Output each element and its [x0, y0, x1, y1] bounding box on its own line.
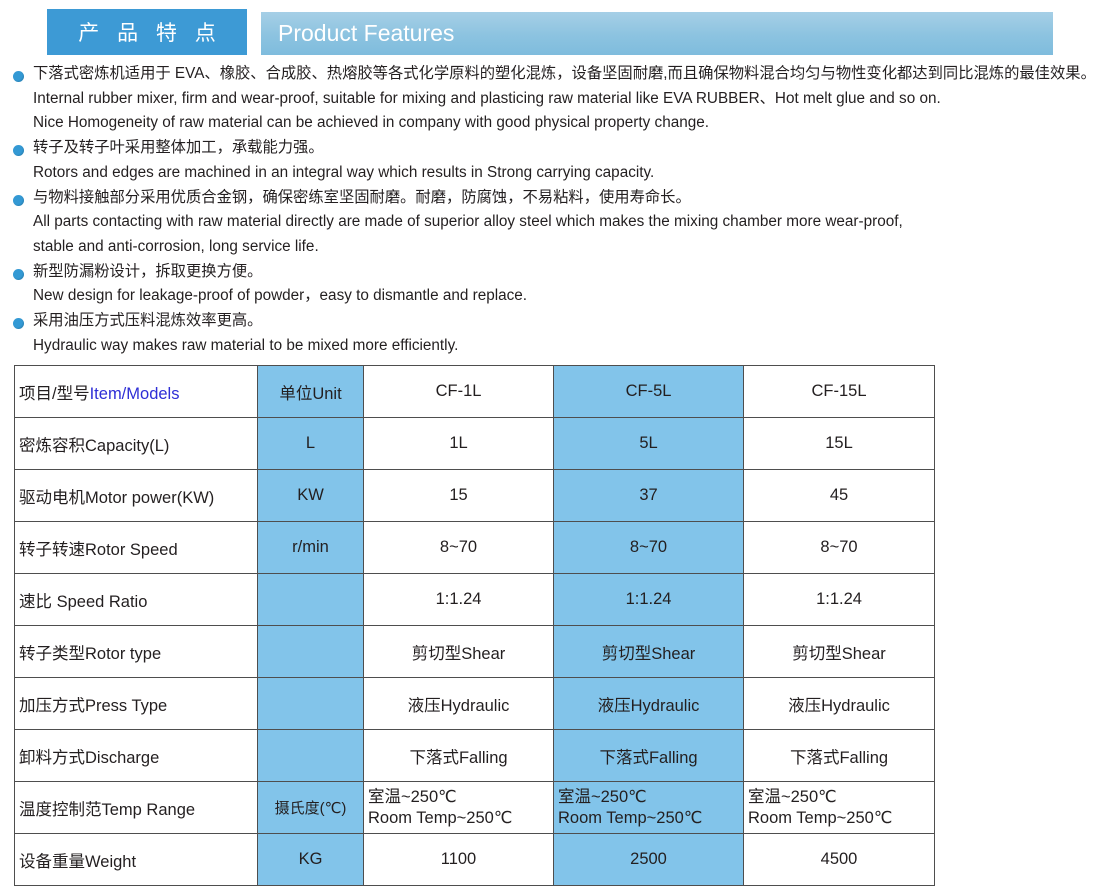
- row-value-2: 8~70: [553, 521, 744, 575]
- feature-line: stable and anti-corrosion, long service …: [33, 237, 319, 255]
- row-value-1-line1: 室温~250℃: [368, 787, 457, 806]
- header-item-cn: 项目/型号: [19, 384, 90, 403]
- row-value-3: 剪切型Shear: [743, 625, 935, 679]
- row-label: 卸料方式Discharge: [14, 729, 258, 783]
- specification-table-wrapper: 项目/型号Item/Models 单位Unit CF-1L CF-5L CF-1…: [0, 365, 1119, 886]
- row-value-1: 下落式Falling: [363, 729, 554, 783]
- row-value-2: 下落式Falling: [553, 729, 744, 783]
- row-label: 转子类型Rotor type: [14, 625, 258, 679]
- table-header-model-1: CF-1L: [363, 365, 554, 419]
- bullet-dot-icon: [13, 318, 24, 330]
- feature-item: 采用油压方式压料混炼效率更高。 Hydraulic way makes raw …: [0, 309, 1119, 358]
- feature-item: 下落式密炼机适用于 EVA、橡胶、合成胶、热熔胶等各式化学原料的塑化混炼，设备坚…: [0, 62, 1119, 136]
- row-value-1: 1L: [363, 417, 554, 471]
- row-value-2-line1: 室温~250℃: [558, 787, 647, 806]
- row-value-2: 室温~250℃ Room Temp~250℃: [553, 781, 744, 835]
- row-unit: L: [257, 417, 364, 471]
- header-item-en: Item/Models: [89, 384, 180, 403]
- bullet-dot-icon: [13, 268, 24, 280]
- row-value-2: 1:1.24: [553, 573, 744, 627]
- table-header-unit-cell: 单位Unit: [257, 365, 364, 419]
- row-value-1: 8~70: [363, 521, 554, 575]
- row-value-1-line2: Room Temp~250℃: [368, 808, 513, 827]
- product-features-list: 下落式密炼机适用于 EVA、橡胶、合成胶、热熔胶等各式化学原料的塑化混炼，设备坚…: [0, 62, 1119, 358]
- feature-item: 转子及转子叶采用整体加工，承载能力强。 Rotors and edges are…: [0, 136, 1119, 185]
- row-value-3: 液压Hydraulic: [743, 677, 935, 731]
- header-english-title: Product Features: [278, 20, 455, 46]
- row-value-2: 剪切型Shear: [553, 625, 744, 679]
- bullet-dot-icon: [13, 71, 24, 82]
- row-value-2: 37: [553, 469, 744, 523]
- row-unit: 摄氏度(℃): [257, 781, 364, 835]
- table-row: 驱动电机Motor power(KW) KW 15 37 45: [14, 469, 935, 523]
- row-value-3: 4500: [743, 833, 935, 886]
- table-header-row: 项目/型号Item/Models 单位Unit CF-1L CF-5L CF-1…: [14, 365, 935, 419]
- table-header-model-2: CF-5L: [553, 365, 744, 419]
- row-label: 速比 Speed Ratio: [14, 573, 258, 627]
- row-label: 温度控制范Temp Range: [14, 781, 258, 835]
- row-unit: r/min: [257, 521, 364, 575]
- table-row: 温度控制范Temp Range 摄氏度(℃) 室温~250℃ Room Temp…: [14, 781, 935, 835]
- feature-line: Hydraulic way makes raw material to be m…: [33, 336, 459, 354]
- bullet-dot-icon: [13, 145, 24, 157]
- feature-item: 新型防漏粉设计，拆取更换方便。 New design for leakage-p…: [0, 260, 1119, 309]
- row-label: 驱动电机Motor power(KW): [14, 469, 258, 523]
- row-label: 转子转速Rotor Speed: [14, 521, 258, 575]
- row-unit: [257, 625, 364, 679]
- row-value-3: 1:1.24: [743, 573, 935, 627]
- row-value-1: 1100: [363, 833, 554, 886]
- row-value-1: 15: [363, 469, 554, 523]
- row-label: 加压方式Press Type: [14, 677, 258, 731]
- specification-table: 项目/型号Item/Models 单位Unit CF-1L CF-5L CF-1…: [14, 365, 935, 886]
- row-value-1: 液压Hydraulic: [363, 677, 554, 731]
- feature-line: 采用油压方式压料混炼效率更高。: [33, 312, 263, 330]
- row-unit: [257, 729, 364, 783]
- row-value-1: 剪切型Shear: [363, 625, 554, 679]
- bullet-dot-icon: [13, 194, 24, 206]
- feature-line: Internal rubber mixer, firm and wear-pro…: [33, 89, 941, 107]
- table-row: 卸料方式Discharge 下落式Falling 下落式Falling 下落式F…: [14, 729, 935, 783]
- feature-line: New design for leakage-proof of powder，e…: [33, 287, 528, 305]
- feature-line: All parts contacting with raw material d…: [33, 213, 903, 231]
- table-row: 速比 Speed Ratio 1:1.24 1:1.24 1:1.24: [14, 573, 935, 627]
- row-unit: KG: [257, 833, 364, 886]
- feature-line: 新型防漏粉设计，拆取更换方便。: [33, 262, 263, 280]
- row-unit: KW: [257, 469, 364, 523]
- row-value-2: 液压Hydraulic: [553, 677, 744, 731]
- table-row: 转子转速Rotor Speed r/min 8~70 8~70 8~70: [14, 521, 935, 575]
- table-header-model-3: CF-15L: [743, 365, 935, 419]
- table-row: 转子类型Rotor type 剪切型Shear 剪切型Shear 剪切型Shea…: [14, 625, 935, 679]
- row-value-3-line1: 室温~250℃: [748, 787, 837, 806]
- header-english-title-bar: Product Features: [261, 12, 1053, 55]
- feature-line: Nice Homogeneity of raw material can be …: [33, 114, 709, 132]
- row-value-3: 下落式Falling: [743, 729, 935, 783]
- row-label: 密炼容积Capacity(L): [14, 417, 258, 471]
- row-value-3: 45: [743, 469, 935, 523]
- row-unit: [257, 677, 364, 731]
- header-chinese-title: 产 品 特 点: [78, 22, 222, 45]
- header-chinese-title-box: 产 品 特 点: [47, 9, 247, 55]
- table-row: 密炼容积Capacity(L) L 1L 5L 15L: [14, 417, 935, 471]
- feature-line: 转子及转子叶采用整体加工，承载能力强。: [33, 139, 324, 157]
- row-label: 设备重量Weight: [14, 833, 258, 886]
- row-value-1: 1:1.24: [363, 573, 554, 627]
- row-value-1: 室温~250℃ Room Temp~250℃: [363, 781, 554, 835]
- row-value-3: 8~70: [743, 521, 935, 575]
- row-value-3-line2: Room Temp~250℃: [748, 808, 893, 827]
- table-row: 设备重量Weight KG 1100 2500 4500: [14, 833, 935, 886]
- row-value-2: 5L: [553, 417, 744, 471]
- table-header-item-cell: 项目/型号Item/Models: [14, 365, 258, 419]
- feature-line: 与物料接触部分采用优质合金钢，确保密练室坚固耐磨。耐磨，防腐蚀，不易粘料，使用寿…: [33, 188, 691, 206]
- row-value-3: 室温~250℃ Room Temp~250℃: [743, 781, 935, 835]
- row-unit: [257, 573, 364, 627]
- table-row: 加压方式Press Type 液压Hydraulic 液压Hydraulic 液…: [14, 677, 935, 731]
- row-value-2-line2: Room Temp~250℃: [558, 808, 703, 827]
- row-value-3: 15L: [743, 417, 935, 471]
- row-value-2: 2500: [553, 833, 744, 886]
- feature-line: 下落式密炼机适用于 EVA、橡胶、合成胶、热熔胶等各式化学原料的塑化混炼，设备坚…: [33, 65, 1096, 82]
- page-header: 产 品 特 点 Product Features: [0, 9, 1119, 55]
- feature-line: Rotors and edges are machined in an inte…: [33, 163, 655, 181]
- feature-item: 与物料接触部分采用优质合金钢，确保密练室坚固耐磨。耐磨，防腐蚀，不易粘料，使用寿…: [0, 186, 1119, 260]
